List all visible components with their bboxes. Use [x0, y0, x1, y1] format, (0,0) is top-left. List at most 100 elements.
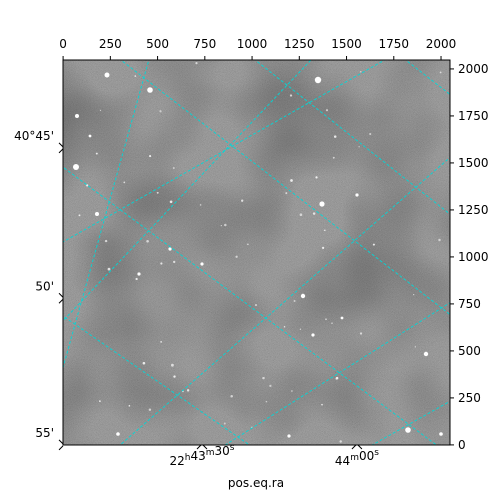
- x-tick-label: 1750: [379, 37, 410, 51]
- ra-value-part: 44: [335, 454, 350, 468]
- ra-tick-mark: [351, 444, 363, 450]
- star: [293, 299, 296, 303]
- star: [75, 114, 79, 118]
- star: [148, 408, 152, 412]
- ra-value-part: 22: [169, 454, 184, 468]
- ra-value-part: 43: [190, 449, 205, 463]
- star: [173, 375, 176, 378]
- star: [156, 191, 159, 194]
- star: [149, 155, 152, 158]
- star: [73, 164, 79, 170]
- star: [223, 422, 226, 425]
- star: [287, 434, 291, 438]
- grid-line: [371, 400, 450, 445]
- star: [265, 400, 268, 403]
- ra-tick-label: 44m00s: [335, 448, 379, 468]
- star: [200, 262, 204, 266]
- sky-dark-patches: [63, 60, 450, 445]
- star: [171, 363, 174, 367]
- star: [142, 361, 146, 365]
- star: [78, 214, 81, 217]
- y-tick-label: 0: [458, 438, 466, 452]
- star: [160, 341, 162, 343]
- x-tick-label: 1000: [237, 37, 268, 51]
- star: [439, 432, 443, 436]
- star: [325, 318, 327, 320]
- ra-unit-superscript: s: [230, 443, 235, 453]
- star: [300, 293, 306, 299]
- y-tick-label: 750: [458, 297, 481, 311]
- star: [321, 403, 323, 406]
- grid-line: [119, 156, 450, 445]
- x-tick-label: 750: [193, 37, 216, 51]
- star: [285, 192, 288, 195]
- star: [123, 181, 126, 184]
- star: [321, 246, 325, 250]
- grid-line: [63, 166, 438, 445]
- star: [358, 146, 360, 148]
- grid-line: [120, 60, 450, 316]
- star: [312, 212, 316, 215]
- grid-line: [254, 60, 450, 215]
- star: [439, 71, 442, 74]
- star: [86, 184, 89, 187]
- x-tick-label: 1500: [331, 37, 362, 51]
- dec-axis-left: 40°45' 50' 55': [14, 129, 64, 451]
- star: [289, 94, 293, 97]
- star: [88, 134, 92, 138]
- y-tick-label: 1000: [458, 250, 489, 264]
- plot-area: [63, 60, 450, 445]
- star: [355, 193, 359, 197]
- x-tick-label: 1250: [284, 37, 315, 51]
- grid-line: [63, 60, 386, 243]
- star: [247, 243, 249, 246]
- star: [332, 156, 335, 159]
- star: [107, 267, 111, 271]
- coordinate-grid: [63, 60, 450, 445]
- star: [220, 224, 222, 227]
- star: [359, 332, 363, 335]
- star: [333, 135, 337, 138]
- star: [340, 316, 344, 320]
- star: [134, 75, 137, 77]
- star: [323, 229, 326, 232]
- star: [291, 390, 293, 392]
- star: [116, 432, 120, 436]
- star: [146, 239, 149, 243]
- y-tick-label: 500: [458, 344, 481, 358]
- star: [299, 213, 303, 217]
- star: [254, 304, 258, 307]
- star: [315, 176, 318, 179]
- star: [172, 167, 175, 169]
- star: [314, 76, 322, 84]
- star: [339, 440, 342, 443]
- star: [99, 400, 101, 402]
- ra-unit-superscript: m: [206, 448, 215, 458]
- star: [311, 333, 315, 337]
- grid-line: [63, 315, 251, 445]
- dec-tick-mark: [58, 292, 64, 304]
- x-axis-title: pos.eq.ra: [228, 476, 284, 490]
- star: [413, 294, 415, 296]
- star: [104, 239, 108, 243]
- x-tick-label: 250: [99, 37, 122, 51]
- star: [335, 376, 339, 380]
- ra-tick-label: 22h43m30s: [169, 443, 234, 468]
- star: [325, 109, 329, 112]
- star: [135, 277, 138, 281]
- star: [423, 351, 429, 357]
- y-tick-label: 1500: [458, 156, 489, 170]
- star: [147, 87, 153, 93]
- grid-line: [224, 302, 450, 445]
- star: [438, 238, 441, 242]
- ra-value-part: 00: [359, 449, 374, 463]
- star: [283, 326, 286, 328]
- y-tick-label: 1750: [458, 109, 489, 123]
- star: [104, 72, 110, 78]
- star: [128, 404, 131, 407]
- star: [137, 272, 141, 276]
- star: [169, 200, 173, 204]
- star: [168, 247, 172, 251]
